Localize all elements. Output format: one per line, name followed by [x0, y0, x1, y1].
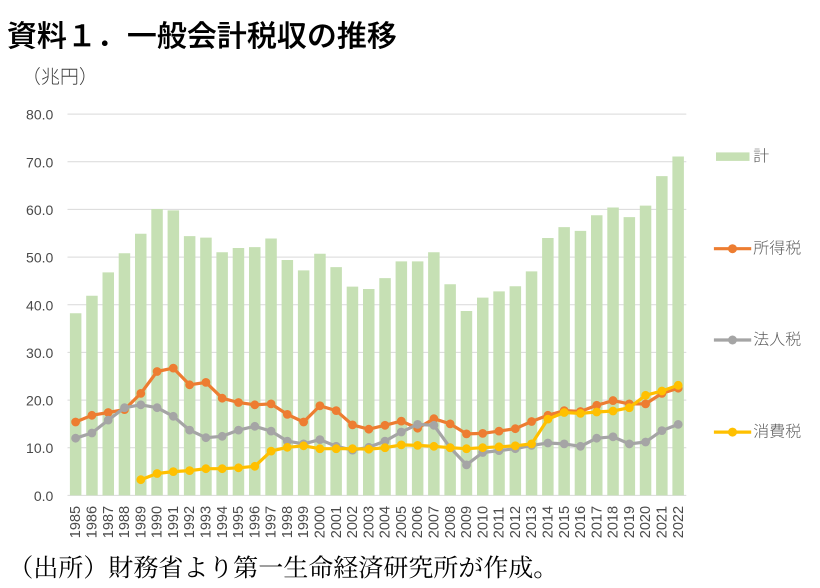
svg-text:2012: 2012 [508, 506, 524, 538]
svg-text:60.0: 60.0 [26, 202, 53, 218]
svg-text:2005: 2005 [394, 506, 410, 538]
svg-text:1993: 1993 [199, 506, 215, 538]
svg-text:2010: 2010 [475, 506, 491, 538]
svg-text:10.0: 10.0 [26, 440, 53, 456]
svg-text:2006: 2006 [410, 506, 426, 538]
svg-text:2021: 2021 [654, 506, 670, 538]
svg-text:2009: 2009 [459, 506, 475, 538]
svg-text:2018: 2018 [606, 506, 622, 538]
svg-text:2020: 2020 [638, 506, 654, 538]
svg-text:1999: 1999 [296, 506, 312, 538]
svg-text:0.0: 0.0 [34, 488, 54, 504]
svg-text:1988: 1988 [117, 506, 133, 538]
svg-text:2011: 2011 [492, 507, 508, 538]
svg-text:2000: 2000 [313, 506, 329, 538]
svg-text:1985: 1985 [68, 506, 84, 538]
svg-text:40.0: 40.0 [26, 297, 53, 313]
svg-text:2003: 2003 [361, 506, 377, 538]
svg-text:1995: 1995 [231, 506, 247, 538]
svg-text:50.0: 50.0 [26, 250, 53, 266]
svg-text:1997: 1997 [264, 506, 280, 538]
svg-text:2004: 2004 [378, 506, 394, 538]
svg-text:2019: 2019 [622, 506, 638, 538]
svg-text:2002: 2002 [345, 506, 361, 538]
svg-text:1998: 1998 [280, 506, 296, 538]
svg-text:2013: 2013 [524, 506, 540, 538]
svg-text:1987: 1987 [101, 506, 117, 538]
svg-text:1990: 1990 [150, 506, 166, 538]
svg-text:1996: 1996 [247, 506, 263, 538]
svg-text:20.0: 20.0 [26, 393, 53, 409]
svg-text:2007: 2007 [426, 506, 442, 538]
svg-text:2008: 2008 [443, 506, 459, 538]
svg-text:2001: 2001 [329, 506, 345, 538]
svg-text:2016: 2016 [573, 506, 589, 538]
svg-text:1986: 1986 [85, 506, 101, 538]
svg-text:1994: 1994 [215, 506, 231, 538]
svg-text:1991: 1991 [166, 506, 182, 538]
svg-text:2022: 2022 [671, 506, 687, 538]
svg-text:30.0: 30.0 [26, 345, 53, 361]
svg-text:70.0: 70.0 [26, 154, 53, 170]
svg-text:2015: 2015 [557, 506, 573, 538]
svg-text:2014: 2014 [540, 506, 556, 538]
svg-text:2017: 2017 [589, 506, 605, 538]
svg-text:1989: 1989 [133, 506, 149, 538]
svg-text:1992: 1992 [182, 506, 198, 538]
svg-text:80.0: 80.0 [26, 107, 53, 123]
